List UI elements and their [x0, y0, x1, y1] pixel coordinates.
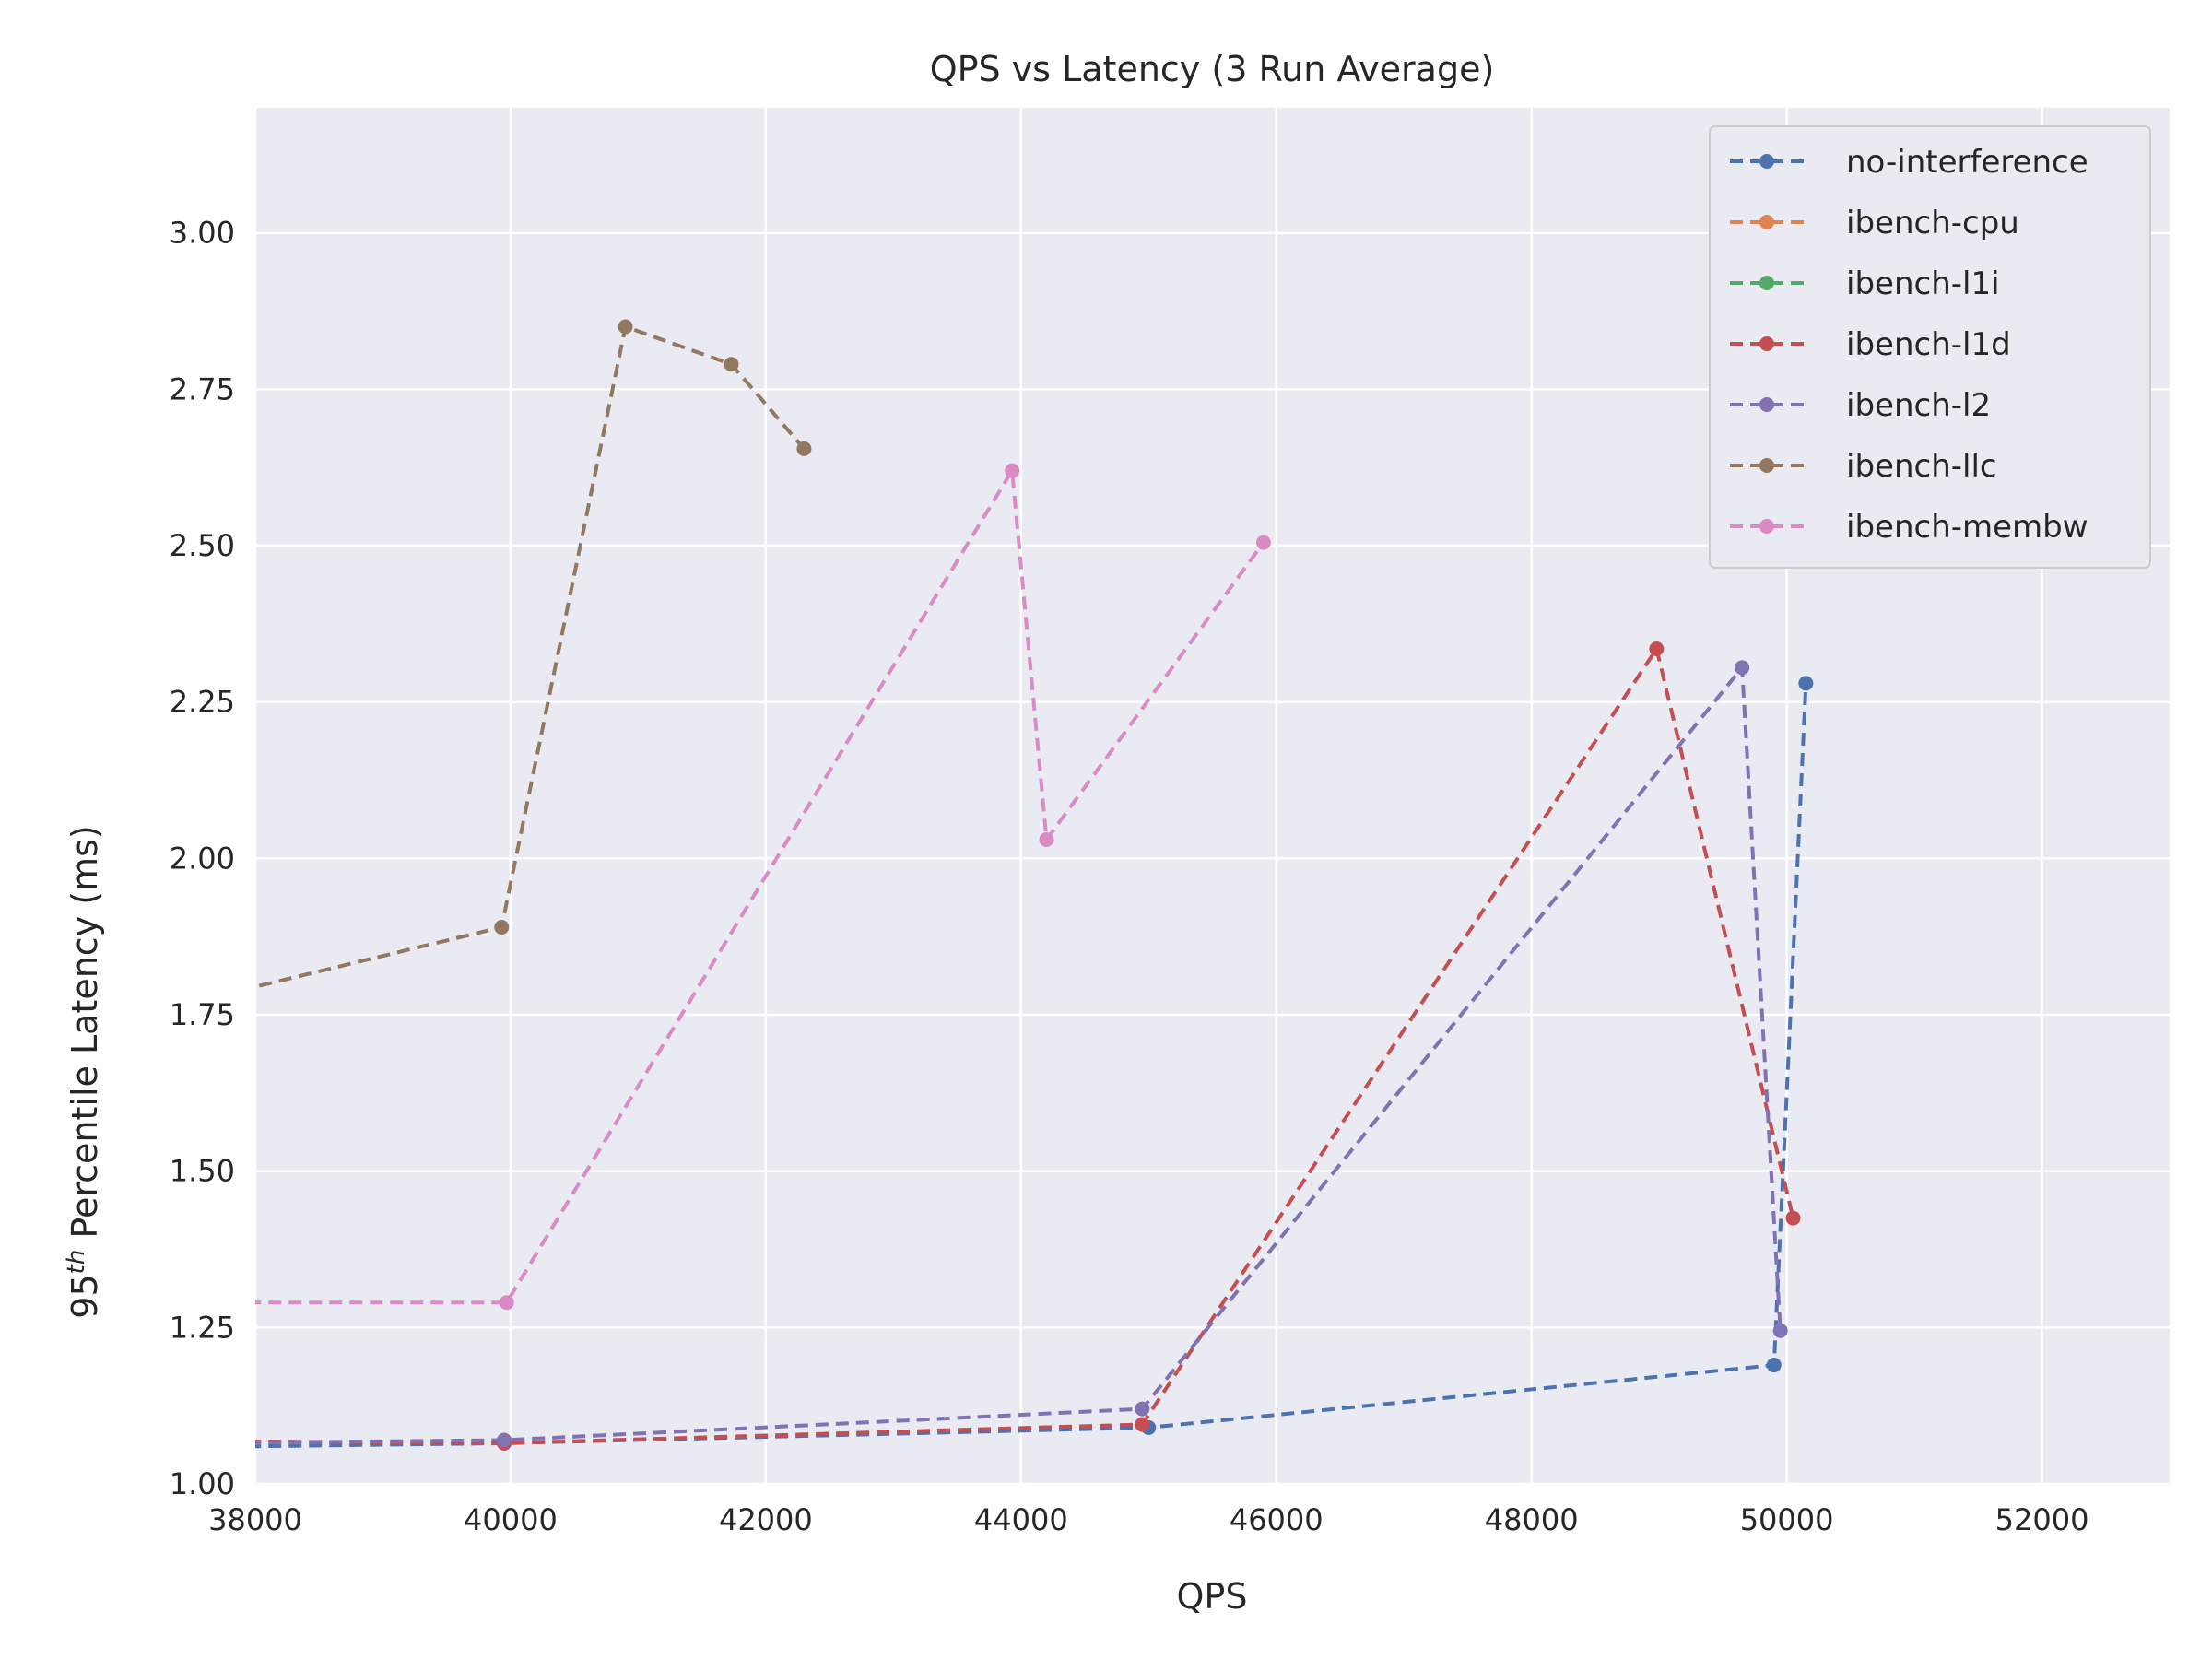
y-tick-label: 2.50: [170, 528, 235, 563]
data-point-ibench-llc: [494, 920, 510, 935]
legend-label: no-interference: [1846, 144, 2088, 181]
legend-dot-marker: [1759, 215, 1774, 229]
data-point-ibench-l2: [1772, 1323, 1788, 1338]
x-tick-label: 44000: [974, 1502, 1068, 1537]
y-axis-label-superscript: th: [63, 1250, 90, 1275]
legend-label: ibench-membw: [1846, 509, 2088, 546]
x-tick-label: 46000: [1230, 1502, 1324, 1537]
data-point-ibench-llc: [796, 441, 812, 456]
series-ibench-l2: [255, 660, 1788, 1448]
y-tick-label: 1.00: [170, 1466, 235, 1501]
y-tick-label: 2.75: [170, 371, 235, 406]
y-tick-label: 2.00: [170, 841, 235, 876]
legend-dot-marker: [1759, 458, 1774, 473]
data-point-ibench-membw: [1005, 463, 1020, 478]
legend: no-interference ibench-cpu ibench-l1i ibenc…: [1709, 125, 2151, 569]
y-axis-label: 95th Percentile Latency (ms): [63, 825, 105, 1318]
data-point-ibench-l2: [1735, 660, 1750, 676]
data-point-ibench-l1d: [1649, 641, 1665, 657]
data-point-ibench-l2: [497, 1432, 512, 1448]
data-point-ibench-l1d: [1135, 1417, 1150, 1432]
y-tick-label: 1.25: [170, 1310, 235, 1345]
legend-label: ibench-cpu: [1846, 205, 2019, 241]
data-point-ibench-membw: [499, 1295, 514, 1311]
legend-dot-marker: [1759, 397, 1774, 412]
data-point-ibench-membw: [1255, 535, 1271, 550]
ticks-layer: 38000 40000 42000 44000 46000 48000 50000 52000…: [170, 216, 2089, 1537]
legend-item-ibench-l1d: ibench-l1d: [1730, 326, 2011, 363]
x-axis-label: QPS: [1177, 1576, 1248, 1617]
y-tick-label: 1.50: [170, 1154, 235, 1189]
series-ibench-llc: [255, 319, 812, 989]
series-line-ibench-membw: [255, 465, 1265, 1305]
series-layer: [255, 319, 1814, 1451]
legend-box: [1709, 125, 2151, 569]
x-tick-label: 42000: [719, 1502, 813, 1537]
data-point-ibench-llc: [724, 357, 739, 372]
y-tick-label: 1.75: [170, 997, 235, 1032]
legend-item-ibench-llc: ibench-llc: [1730, 448, 1997, 485]
legend-label: ibench-l2: [1846, 387, 1991, 424]
legend-item-no-interference: no-interference: [1730, 144, 2088, 181]
x-tick-label: 38000: [208, 1502, 302, 1537]
legend-dot-marker: [1759, 154, 1774, 169]
x-tick-label: 50000: [1740, 1502, 1834, 1537]
chart-title: QPS vs Latency (3 Run Average): [930, 49, 1495, 89]
x-tick-label: 40000: [464, 1502, 558, 1537]
series-ibench-l1d: [255, 641, 1801, 1451]
legend-label: ibench-l1i: [1846, 265, 2000, 302]
series-ibench-membw: [255, 463, 1271, 1311]
legend-dot-marker: [1759, 336, 1774, 351]
data-point-ibench-l1d: [1785, 1210, 1801, 1226]
legend-item-ibench-cpu: ibench-cpu: [1730, 205, 2019, 241]
data-point-no-interference: [1798, 676, 1814, 691]
legend-label: ibench-l1d: [1846, 326, 2011, 363]
legend-dot-marker: [1759, 519, 1774, 534]
data-point-ibench-membw: [1039, 832, 1054, 848]
legend-item-ibench-l1i: ibench-l1i: [1730, 265, 2000, 302]
y-tick-label: 3.00: [170, 216, 235, 251]
x-tick-label: 52000: [1995, 1502, 2089, 1537]
legend-dot-marker: [1759, 276, 1774, 290]
y-tick-label: 2.25: [170, 685, 235, 720]
data-point-ibench-llc: [618, 319, 633, 335]
data-point-no-interference: [1766, 1358, 1782, 1373]
x-tick-label: 48000: [1485, 1502, 1579, 1537]
legend-label: ibench-llc: [1846, 448, 1997, 485]
data-point-ibench-l2: [1135, 1401, 1150, 1417]
legend-item-ibench-membw: ibench-membw: [1730, 509, 2088, 546]
y-axis-label-prefix: 95: [65, 1274, 105, 1318]
legend-item-ibench-l2: ibench-l2: [1730, 387, 1991, 424]
y-axis-label-suffix: Percentile Latency (ms): [65, 825, 105, 1249]
